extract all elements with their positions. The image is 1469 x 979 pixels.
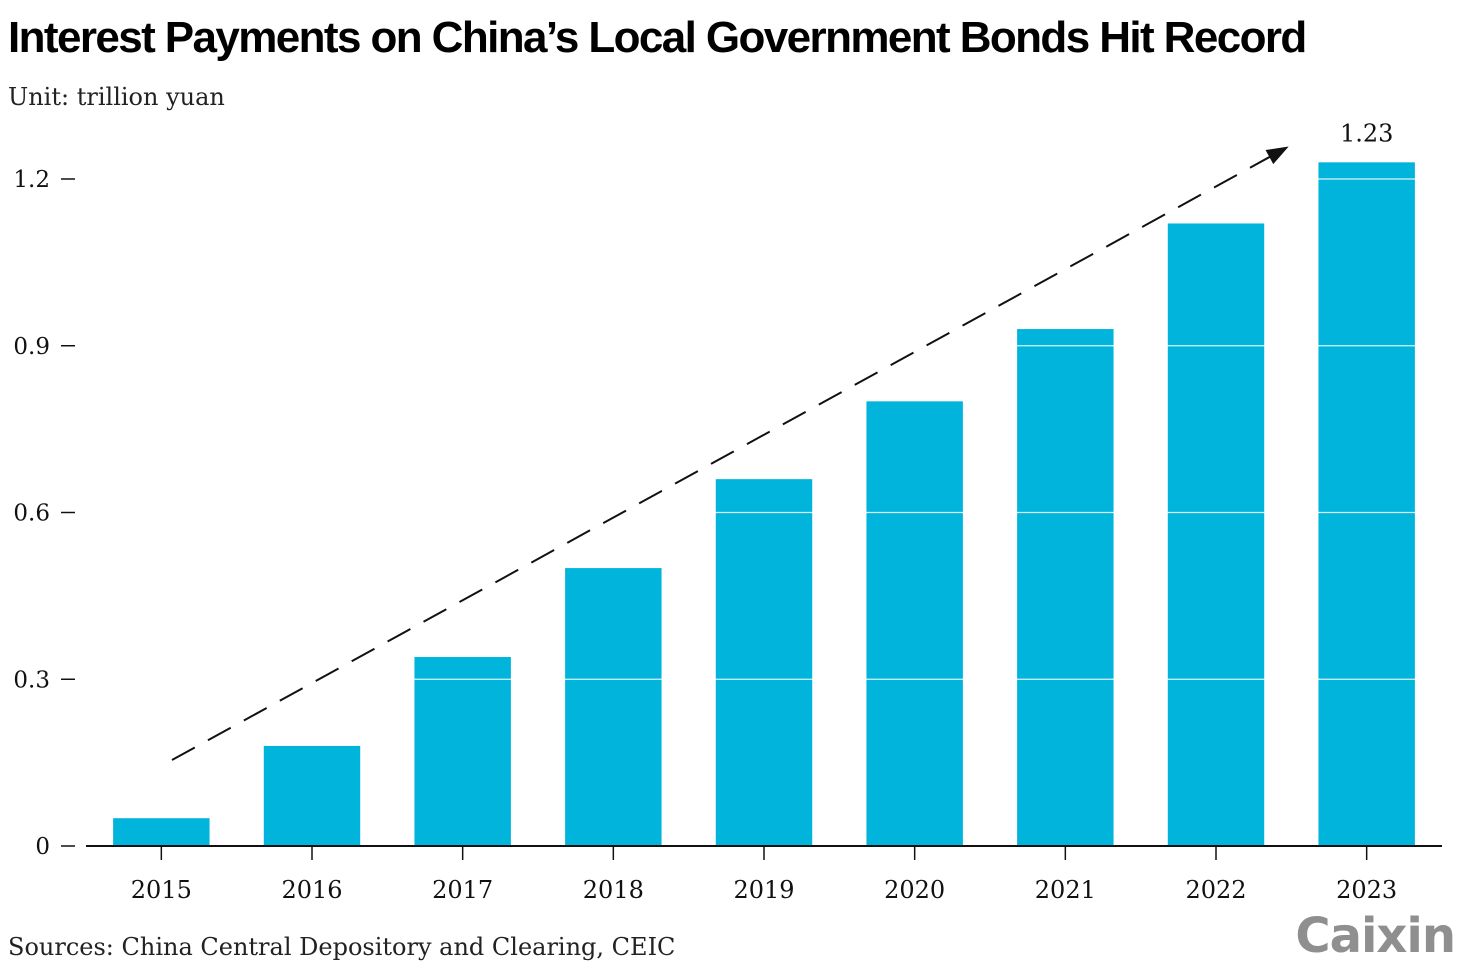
x-tick-label: 2019 [733,876,794,904]
y-axis: 0 0.3 0.6 0.9 1.2 [13,167,75,860]
x-tick-label: 2023 [1336,876,1397,904]
y-tick-label: 0 [35,834,50,860]
chart-title: Interest Payments on China’s Local Gover… [8,13,1307,62]
bar-2018 [565,568,662,846]
bar-2022 [1167,223,1265,846]
x-tick-label: 2017 [432,876,493,904]
trend-arrow-head [1265,146,1289,165]
bar-2016 [263,745,361,846]
x-tick-label: 2021 [1035,876,1096,904]
bar-2017 [414,657,511,846]
bar-2019 [715,479,813,846]
bar-2020 [866,401,963,846]
bar-2021 [1017,329,1114,846]
x-tick-label: 2020 [884,876,945,904]
x-axis: 2015 2016 2017 2018 2019 2020 2021 2022 2023 [86,845,1442,904]
x-tick-label: 2022 [1185,876,1246,904]
annotations: 1.23 [171,119,1393,761]
caixin-logo: Caixin [1295,908,1456,964]
source-note: Sources: China Central Depository and Cl… [8,933,676,961]
bar-2015 [113,818,210,846]
x-tick-label: 2016 [281,876,342,904]
x-tick-label: 2015 [131,876,192,904]
x-tick-label: 2018 [583,876,644,904]
y-tick-label: 1.2 [13,167,50,193]
gridlines [86,178,1442,680]
bar-2023 [1318,162,1415,846]
trend-arrow-line [171,149,1283,761]
y-tick-label: 0.6 [13,501,50,527]
y-tick-label: 0.3 [13,667,50,693]
y-tick-label: 0.9 [13,334,50,360]
value-label-2023: 1.23 [1340,119,1393,147]
chart-subtitle: Unit: trillion yuan [8,83,225,111]
bar-series [113,162,1415,846]
